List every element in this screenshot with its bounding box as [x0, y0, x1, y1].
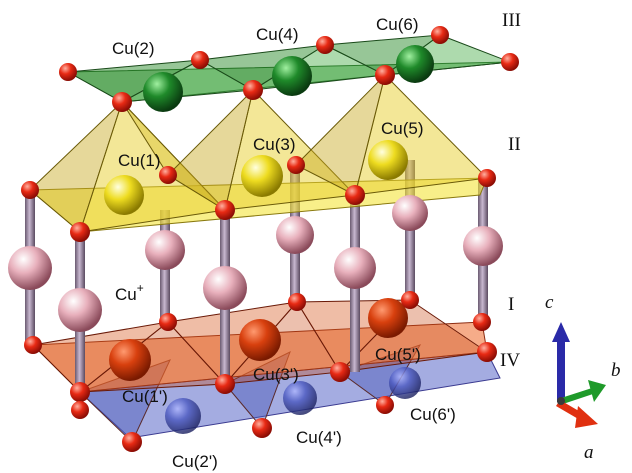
label-cu2p: Cu(2'): [172, 452, 218, 471]
label-cu5p: Cu(5'): [375, 345, 421, 364]
axis-b-arrow: [561, 388, 593, 404]
atom-labels: Cu(2) Cu(4) Cu(6) Cu(1) Cu(3) Cu(5) Cu+ …: [112, 15, 456, 471]
label-cu5: Cu(5): [381, 119, 424, 138]
label-layer-i: I: [508, 294, 514, 315]
axis-c-label: c: [545, 292, 554, 313]
label-cu4p: Cu(4'): [296, 428, 342, 447]
cu1p-atom: [109, 339, 151, 381]
cu2p-atom: [165, 398, 201, 434]
label-cu-plus-sup: +: [137, 281, 144, 295]
cu6p-atom: [389, 367, 421, 399]
label-cu-plus-base: Cu: [115, 285, 137, 304]
cu4p-atom: [283, 381, 317, 415]
layer-labels: III II I IV: [500, 10, 521, 371]
label-cu3p: Cu(3'): [253, 365, 299, 384]
axis-c-arrow: [557, 340, 565, 402]
layer-iii-polyhedra: [66, 34, 511, 112]
cu2-atom: [143, 72, 183, 112]
label-cu1p: Cu(1'): [122, 387, 168, 406]
cu3p-atom: [239, 319, 281, 361]
label-layer-ii: II: [508, 134, 521, 155]
label-cu-plus: Cu+: [115, 281, 144, 304]
label-cu6p: Cu(6'): [410, 405, 456, 424]
label-cu2: Cu(2): [112, 39, 155, 58]
axis-triad: c b a: [545, 292, 621, 463]
cu5-atom: [368, 140, 408, 180]
label-layer-iv: IV: [500, 350, 520, 371]
label-cu4: Cu(4): [256, 25, 299, 44]
axis-b-label: b: [611, 360, 621, 381]
label-cu6: Cu(6): [376, 15, 419, 34]
cu5p-atom: [368, 298, 408, 338]
label-layer-iii: III: [502, 10, 521, 31]
cu3-atom: [241, 155, 283, 197]
label-cu3: Cu(3): [253, 135, 296, 154]
layer-ii-polyhedra: [28, 73, 489, 233]
cu-plus-ions: [8, 195, 503, 332]
oxygen-atoms: [21, 26, 519, 452]
label-cu1: Cu(1): [118, 151, 161, 170]
cu6-atom: [396, 45, 434, 83]
cu1-atom: [104, 175, 144, 215]
axis-a-label: a: [584, 442, 594, 463]
cu4-atom: [272, 56, 312, 96]
